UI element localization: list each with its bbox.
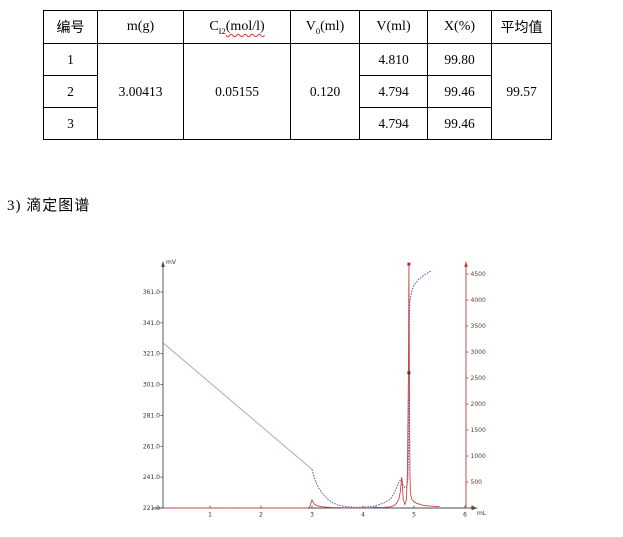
titration-chart-svg: 1 2 3 4 5 6 mL mV 221.0 241.0 261.0 281.0 301.0 321.0… xyxy=(143,259,487,519)
right-tick-label: 0 xyxy=(471,505,475,512)
titration-chart: 1 2 3 4 5 6 mL mV 221.0 241.0 261.0 281.0 301.0 321.0… xyxy=(140,255,500,532)
titration-results-table: 编号 m(g) CI2(mol/l) V0(ml) V(ml) X(%) 平均值… xyxy=(43,10,552,140)
right-tick-label: 3000 xyxy=(471,349,486,356)
left-tick-label: 221.0 xyxy=(143,505,160,512)
cell-blank-volume: 0.120 xyxy=(290,43,360,140)
left-tick-label: 261.0 xyxy=(143,443,160,450)
left-axis-arrow xyxy=(161,261,165,267)
right-tick-label: 1000 xyxy=(471,453,486,460)
x-tick-label: 1 xyxy=(208,512,212,519)
cell-volume: 4.810 xyxy=(359,43,428,76)
col-header-purity: X(%) xyxy=(427,10,492,44)
x-tick-label: 3 xyxy=(310,512,314,519)
cell-purity: 99.80 xyxy=(427,43,492,76)
table-row: 2 4.794 99.46 xyxy=(43,75,552,108)
cell-purity: 99.46 xyxy=(427,107,492,140)
x-axis-unit-label: mL xyxy=(477,510,487,517)
right-tick-label: 4500 xyxy=(471,271,486,278)
section-label: 3) 滴定图谱 xyxy=(7,198,91,214)
right-tick-label: 1500 xyxy=(471,427,486,434)
table-header-row: 编号 m(g) CI2(mol/l) V0(ml) V(ml) X(%) 平均值 xyxy=(43,10,552,44)
first-derivative xyxy=(164,264,440,509)
endpoint-marker xyxy=(407,371,411,375)
x-tick-label: 4 xyxy=(361,512,365,519)
col-header-volume: V(ml) xyxy=(359,10,428,44)
right-tick-label: 2500 xyxy=(471,375,486,382)
left-tick-label: 321.0 xyxy=(143,351,160,358)
col-header-blank-volume: V0(ml) xyxy=(290,10,360,44)
right-tick-label: 2000 xyxy=(471,401,486,408)
right-axis-arrow xyxy=(464,261,468,267)
left-tick-label: 361.0 xyxy=(143,289,160,296)
x-axis-arrow xyxy=(472,506,478,510)
right-tick-label: 4000 xyxy=(471,297,486,304)
table-row: 3 4.794 99.46 xyxy=(43,107,552,140)
cell-sample-id: 2 xyxy=(43,75,98,108)
cell-average: 99.57 xyxy=(491,43,552,140)
left-tick-label: 341.0 xyxy=(143,320,160,327)
right-tick-label: 3500 xyxy=(471,323,486,330)
cell-volume: 4.794 xyxy=(359,75,428,108)
cell-purity: 99.46 xyxy=(427,75,492,108)
cell-sample-id: 1 xyxy=(43,43,98,76)
left-axis-unit-label: mV xyxy=(166,259,177,266)
x-tick-label: 5 xyxy=(412,512,416,519)
right-tick-label: 500 xyxy=(471,479,483,486)
col-header-sample-id: 编号 xyxy=(43,10,98,44)
col-header-average: 平均值 xyxy=(491,10,552,44)
cell-mass: 3.00413 xyxy=(97,43,184,140)
cell-concentration: 0.05155 xyxy=(183,43,291,140)
col-header-concentration: CI2(mol/l) xyxy=(183,10,291,44)
derivative-peak-marker xyxy=(407,262,411,266)
x-tick-label: 2 xyxy=(259,512,263,519)
cell-sample-id: 3 xyxy=(43,107,98,140)
potential-titration-curve xyxy=(311,269,433,508)
x-tick-label: 6 xyxy=(463,512,467,519)
left-tick-label: 301.0 xyxy=(143,382,160,389)
left-tick-label: 241.0 xyxy=(143,474,160,481)
cell-volume: 4.794 xyxy=(359,107,428,140)
col-header-mass: m(g) xyxy=(97,10,184,44)
left-tick-label: 281.0 xyxy=(143,412,160,419)
table-row: 1 3.00413 0.05155 0.120 4.810 99.80 99.5… xyxy=(43,43,552,140)
potential-initial-segment xyxy=(162,342,313,470)
